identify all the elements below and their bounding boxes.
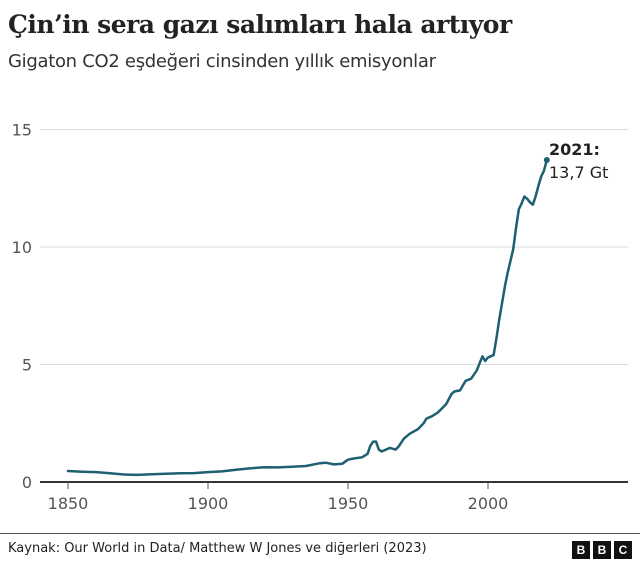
bbc-logo: B B C [572, 541, 632, 559]
annotation-year: 2021: [549, 140, 600, 159]
logo-letter: C [614, 541, 632, 559]
x-axis-ticks: 1850 1900 1950 2000 [48, 482, 509, 513]
chart-title: Çin’in sera gazı salımları hala artıyor [8, 10, 512, 39]
end-point-marker [543, 157, 550, 164]
x-tick-label: 1900 [188, 494, 229, 513]
y-tick-label: 10 [12, 238, 32, 257]
chart-subtitle: Gigaton CO2 eşdeğeri cinsinden yıllık em… [8, 51, 436, 72]
y-tick-label: 5 [22, 356, 32, 375]
line-chart: 0 5 10 15 1850 1900 1950 2000 2021: 13,7 Gt [12, 121, 628, 513]
y-axis-labels: 0 5 10 15 [12, 121, 32, 493]
annotation-value: 13,7 Gt [549, 163, 608, 182]
y-tick-label: 15 [12, 121, 32, 140]
gridlines [40, 129, 628, 365]
logo-letter: B [572, 541, 590, 559]
y-tick-label: 0 [22, 473, 32, 492]
x-tick-label: 2000 [468, 494, 509, 513]
footer-divider [0, 533, 640, 534]
logo-letter: B [593, 541, 611, 559]
source-note: Kaynak: Our World in Data/ Matthew W Jon… [8, 541, 427, 556]
x-tick-label: 1950 [328, 494, 369, 513]
x-tick-label: 1850 [48, 494, 89, 513]
emissions-line [66, 158, 549, 477]
